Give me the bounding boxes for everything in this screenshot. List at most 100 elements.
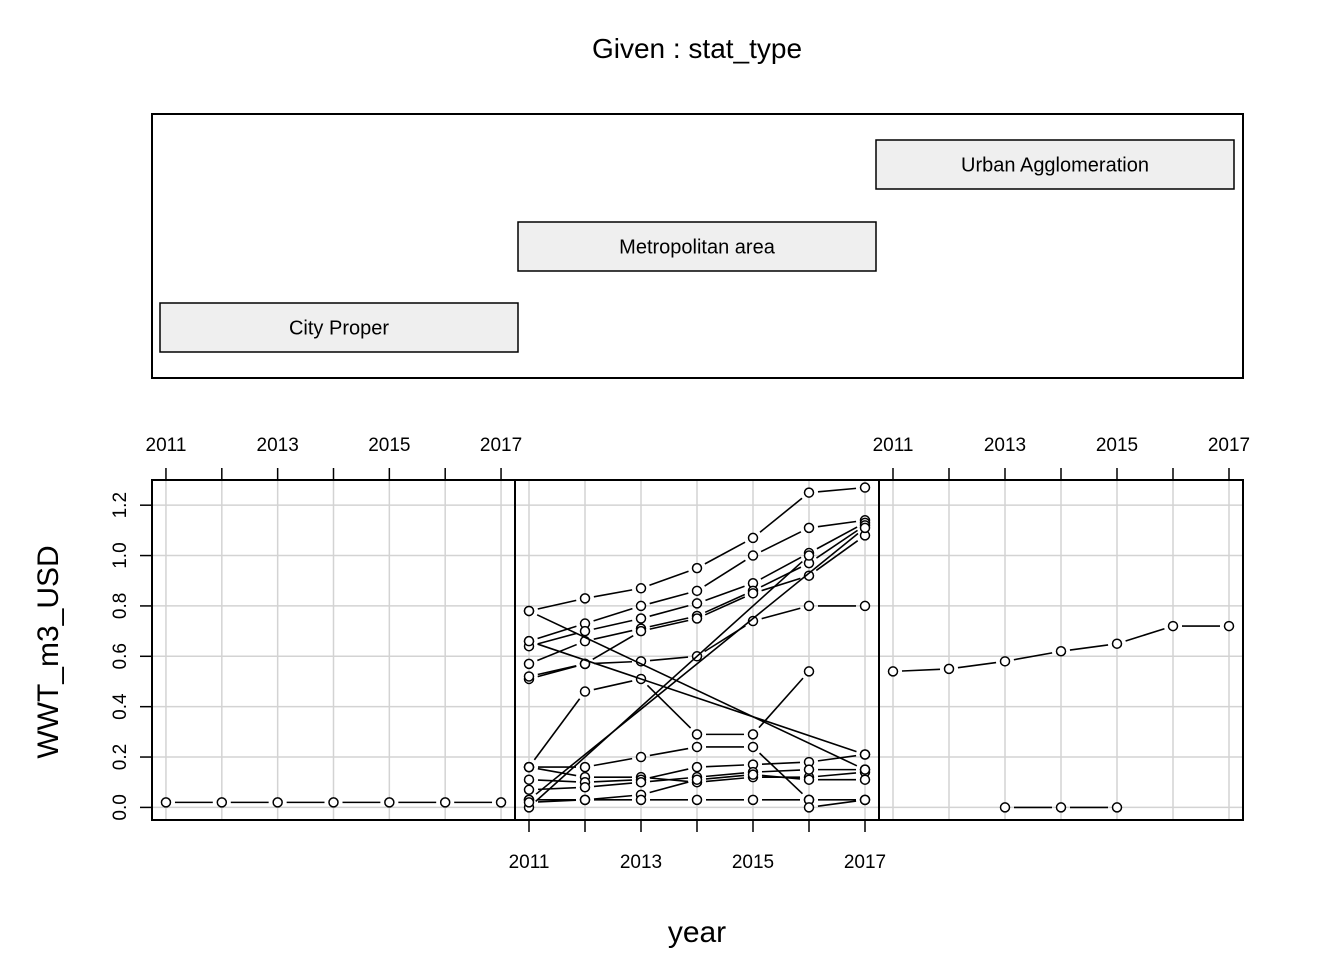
data-point [1111,638,1123,649]
data-point [635,751,647,763]
series-segment [649,656,689,662]
data-point [1223,620,1235,632]
data-point [803,570,815,581]
series-segment [593,680,633,691]
data-point [747,532,759,544]
series-segment [705,774,745,780]
data-point [859,749,871,760]
data-point [859,764,871,775]
data-point [523,605,535,617]
data-point [328,797,339,808]
data-point [859,794,871,806]
series-segment [705,777,745,783]
data-point [579,593,591,604]
data-point [691,741,703,753]
given-bar [875,139,1235,190]
data-point [384,797,395,808]
x-tick-label: 2015 [732,852,774,873]
series-segment [649,747,689,757]
given-bar [517,221,877,272]
data-point [803,774,815,785]
data-point [579,686,591,697]
series-segment [759,497,803,533]
y-axis-label: WWT_m3_USD [32,545,65,758]
series-segment [649,570,689,587]
series-segment [537,786,577,791]
series-segment [649,781,689,794]
y-tick-label: 1.2 [110,492,131,518]
series-segment [761,607,801,620]
series-segment [1125,628,1165,642]
data-point [691,562,703,574]
data-point [691,585,703,597]
given-bar [159,302,519,353]
series-segment [593,757,633,767]
data-point [943,663,955,675]
x-tick-label: 2013 [257,435,299,456]
data-point [691,729,703,740]
data-point [803,666,815,677]
series-segment [649,777,689,783]
series-segment [761,577,801,592]
data-point [887,666,899,677]
data-point [523,671,535,682]
data-point [523,761,535,773]
y-tick-label: 0.4 [110,693,131,720]
series-segment [758,677,804,729]
data-point [859,600,871,612]
x-tick-label: 2011 [509,852,550,873]
series-segment [817,754,857,762]
series-segment [704,593,746,614]
series-segment [704,559,746,587]
series-segment [535,560,803,802]
series-segment [816,526,858,550]
series-segment [761,769,801,773]
data-point [635,583,647,594]
y-tick-label: 0.6 [110,643,131,669]
series-segment [761,761,801,765]
data-point [495,797,507,808]
series-segment [649,617,689,628]
series-segment [758,752,804,795]
data-point [523,635,535,647]
x-axis-label: year [668,916,726,949]
y-tick-label: 0.2 [110,744,131,770]
data-point [999,656,1011,667]
series-segment [761,774,801,780]
data-point [579,794,591,806]
data-point [747,769,759,780]
given-bar-label: City Proper [289,318,389,340]
data-point [272,797,283,808]
series-segment [537,643,577,662]
x-tick-label: 2011 [146,435,187,456]
data-point [216,797,228,808]
data-point [747,794,759,806]
series-segment [815,540,859,572]
series-segment [593,782,633,788]
data-point [635,613,647,624]
series-segment [760,566,802,588]
series-segment [705,772,745,778]
series-segment [1069,644,1109,651]
series-segment [816,529,858,559]
data-point [579,625,591,637]
series-segment [649,619,689,630]
data-point [747,729,759,740]
data-point [691,774,703,785]
x-tick-label: 2013 [620,852,662,873]
series-segment [537,665,577,676]
series-segment [533,698,581,761]
data-point [747,741,759,753]
series-segment [705,585,745,602]
series-segment [760,531,802,553]
series-segment [646,684,692,729]
series-segment [593,660,633,665]
series-segment [537,779,577,783]
x-tick-label: 2017 [480,435,522,456]
series-segment [760,556,802,580]
series-segment [537,632,577,645]
series-segment [537,625,577,640]
x-tick-label: 2015 [368,435,410,456]
x-tick-label: 2017 [844,852,886,873]
